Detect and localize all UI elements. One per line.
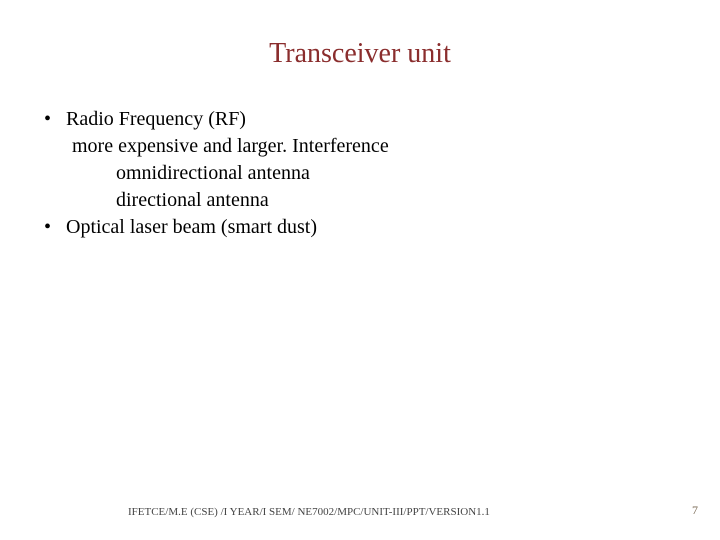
bullet-item: directional antenna — [38, 187, 690, 214]
slide-body: • Radio Frequency (RF) more expensive an… — [30, 106, 690, 241]
bullet-item: • Radio Frequency (RF) — [38, 106, 690, 133]
bullet-item: • Optical laser beam (smart dust) — [38, 214, 690, 241]
bullet-item: more expensive and larger. Interference — [38, 133, 690, 160]
slide-title: Transceiver unit — [30, 38, 690, 70]
footer-text: IFETCE/M.E (CSE) /I YEAR/I SEM/ NE7002/M… — [128, 506, 490, 518]
bullet-item: omnidirectional antenna — [38, 160, 690, 187]
slide: Transceiver unit • Radio Frequency (RF) … — [0, 0, 720, 540]
bullet-text: omnidirectional antenna — [116, 162, 310, 184]
bullet-marker: • — [38, 106, 66, 133]
bullet-text: Radio Frequency (RF) — [66, 106, 246, 133]
bullet-text: Optical laser beam (smart dust) — [66, 214, 317, 241]
bullet-text: more expensive and larger. Interference — [72, 135, 389, 157]
bullet-marker: • — [38, 214, 66, 241]
page-number: 7 — [692, 503, 698, 518]
bullet-text: directional antenna — [116, 189, 269, 211]
